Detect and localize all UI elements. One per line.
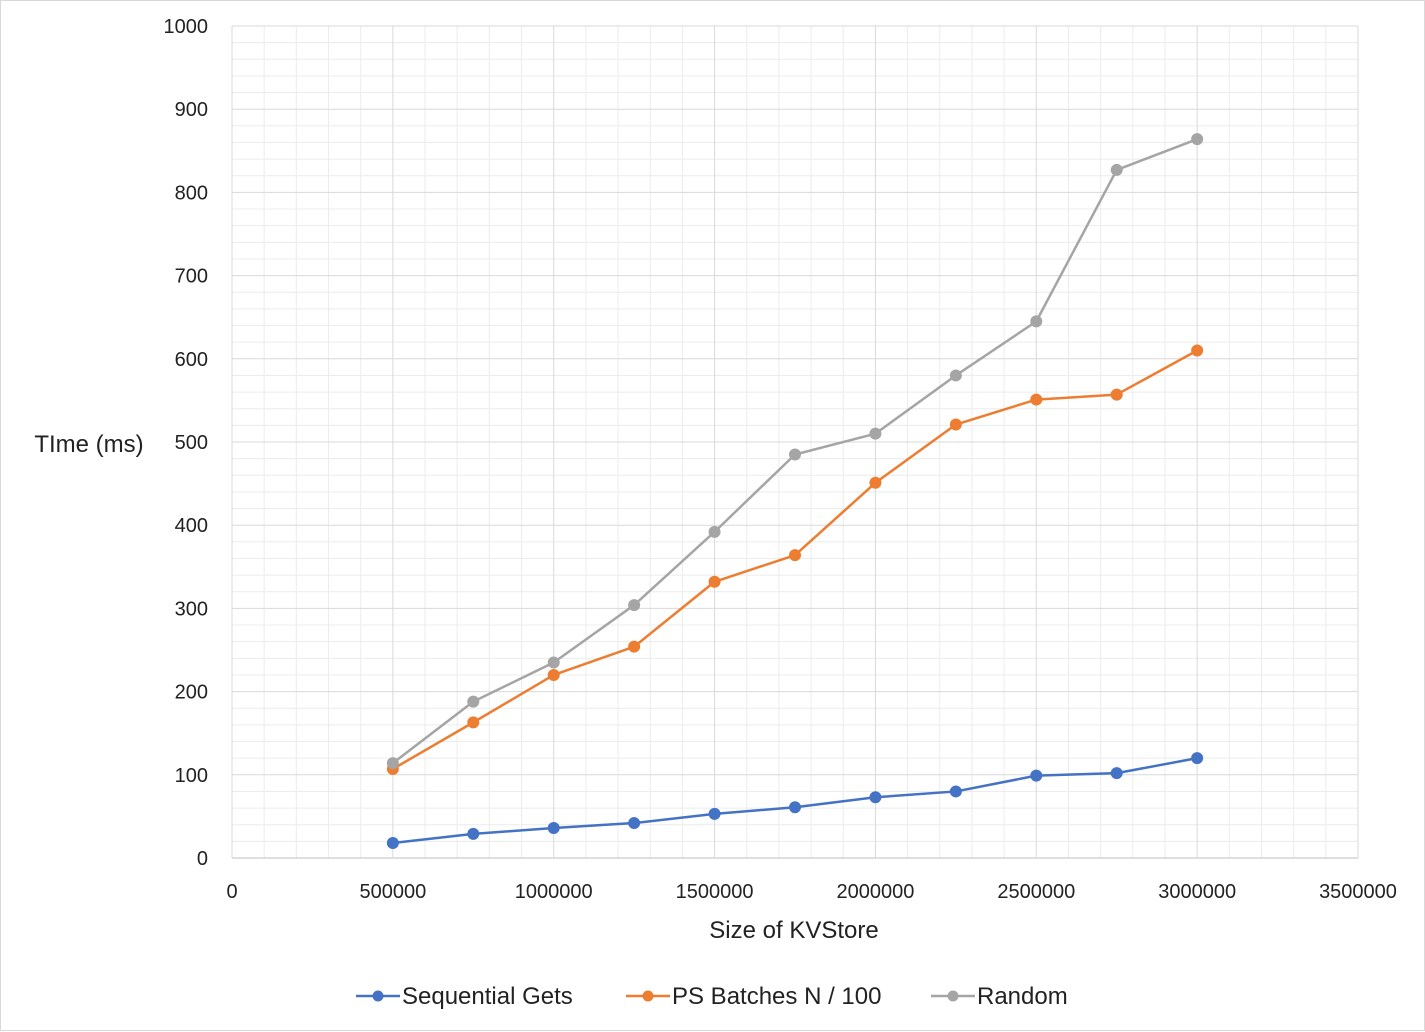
data-point-sequential-gets — [1191, 752, 1204, 765]
data-point-sequential-gets — [467, 827, 480, 840]
data-point-ps-batches-n-100 — [1191, 344, 1204, 357]
legend-item-sequential-gets: Sequential Gets — [356, 983, 573, 1010]
major-gridlines — [231, 25, 1359, 859]
legend-marker-ps-batches-n-100 — [642, 990, 654, 1002]
x-axis-title: Size of KVStore — [709, 917, 878, 944]
data-point-ps-batches-n-100 — [1030, 393, 1043, 406]
data-point-ps-batches-n-100 — [949, 418, 962, 431]
data-point-random — [547, 656, 560, 669]
series-lines — [392, 137, 1198, 845]
series-line-sequential-gets — [392, 756, 1198, 845]
data-point-ps-batches-n-100 — [1110, 388, 1123, 401]
data-point-ps-batches-n-100 — [708, 575, 721, 588]
legend-label-ps-batches-n-100: PS Batches N / 100 — [672, 983, 881, 1010]
x-tick-label: 500000 — [359, 881, 426, 903]
data-point-random — [1110, 163, 1123, 176]
x-tick-label: 3000000 — [1158, 881, 1236, 903]
y-tick-label: 900 — [175, 99, 208, 121]
data-point-ps-batches-n-100 — [869, 476, 882, 489]
data-point-sequential-gets — [547, 822, 560, 835]
legend-label-random: Random — [977, 983, 1068, 1010]
data-point-ps-batches-n-100 — [547, 668, 560, 681]
legend-label-sequential-gets: Sequential Gets — [402, 983, 573, 1010]
y-tick-label: 500 — [175, 432, 208, 454]
x-tick-label: 0 — [226, 881, 237, 903]
data-point-sequential-gets — [628, 817, 641, 830]
series-points — [386, 133, 1204, 850]
data-point-random — [708, 525, 721, 538]
y-tick-label: 700 — [175, 266, 208, 288]
x-tick-label: 3500000 — [1319, 881, 1397, 903]
data-point-sequential-gets — [869, 791, 882, 804]
legend-marker-random — [947, 990, 959, 1002]
data-point-random — [467, 695, 480, 708]
data-point-random — [628, 599, 641, 612]
data-point-random — [949, 369, 962, 382]
legend-item-ps-batches-n-100: PS Batches N / 100 — [626, 983, 881, 1010]
x-tick-label: 1500000 — [676, 881, 754, 903]
data-point-random — [869, 427, 882, 440]
data-point-sequential-gets — [1110, 767, 1123, 780]
data-point-random — [1030, 315, 1043, 328]
y-tick-label: 1000 — [164, 16, 209, 38]
data-point-sequential-gets — [1030, 769, 1043, 782]
y-tick-label: 400 — [175, 515, 208, 537]
y-tick-label: 800 — [175, 182, 208, 204]
data-point-sequential-gets — [949, 785, 962, 798]
y-tick-label: 200 — [175, 682, 208, 704]
x-tick-label: 1000000 — [515, 881, 593, 903]
x-tick-label: 2500000 — [997, 881, 1075, 903]
legend-marker-sequential-gets — [372, 990, 384, 1002]
x-axis-ticks: 0 500000 1000000 1500000 2000000 2500000 30000… — [226, 881, 1397, 903]
x-tick-label: 2000000 — [836, 881, 914, 903]
legend: Sequential Gets PS Batches N / 100 Random — [356, 983, 1068, 1010]
data-point-sequential-gets — [386, 837, 399, 850]
y-axis-title: TIme (ms) — [34, 431, 143, 458]
data-point-ps-batches-n-100 — [467, 716, 480, 729]
data-point-random — [789, 448, 801, 461]
y-tick-label: 100 — [175, 765, 208, 787]
y-tick-label: 0 — [197, 848, 208, 870]
data-point-random — [1191, 133, 1204, 146]
data-point-ps-batches-n-100 — [789, 549, 801, 562]
data-point-sequential-gets — [708, 807, 721, 820]
data-point-random — [386, 757, 399, 770]
y-tick-label: 600 — [175, 349, 208, 371]
y-tick-label: 300 — [175, 598, 208, 620]
data-point-sequential-gets — [789, 801, 801, 814]
legend-item-random: Random — [931, 983, 1068, 1010]
data-point-ps-batches-n-100 — [628, 640, 641, 653]
y-axis-ticks: 0 100 200 300 400 500 600 700 800 900 1000 — [164, 16, 209, 870]
